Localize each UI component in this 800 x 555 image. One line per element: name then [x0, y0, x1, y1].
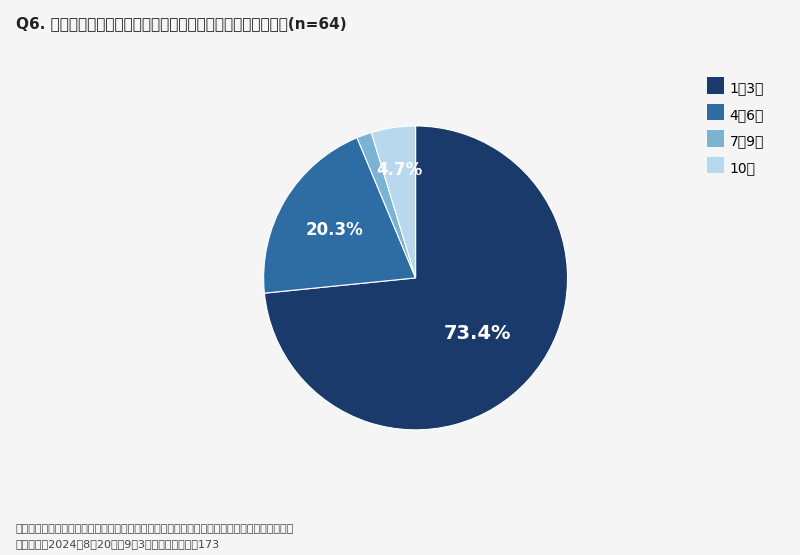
Wedge shape [371, 126, 415, 278]
Wedge shape [264, 138, 415, 293]
Text: 調査期間は2024年8月20日～9月3日。有効回答数は173: 調査期間は2024年8月20日～9月3日。有効回答数は173 [16, 539, 220, 549]
Text: 73.4%: 73.4% [444, 325, 511, 344]
Wedge shape [264, 126, 567, 430]
Text: 4.7%: 4.7% [376, 161, 422, 179]
Text: 20.3%: 20.3% [306, 221, 363, 239]
Legend: 1～3割, 4～6割, 7～9割, 10割: 1～3割, 4～6割, 7～9割, 10割 [702, 76, 770, 180]
Text: 当社にて採用係長ユーザーを対象に「最低賃金の引き上げ」に関するアンケート調査を実施。: 当社にて採用係長ユーザーを対象に「最低賃金の引き上げ」に関するアンケート調査を実… [16, 524, 294, 534]
Text: Q6. 販売価格に転嫁できたのは、人件費上昇分の何割ですか？(n=64): Q6. 販売価格に転嫁できたのは、人件費上昇分の何割ですか？(n=64) [16, 17, 346, 32]
Wedge shape [357, 133, 415, 278]
